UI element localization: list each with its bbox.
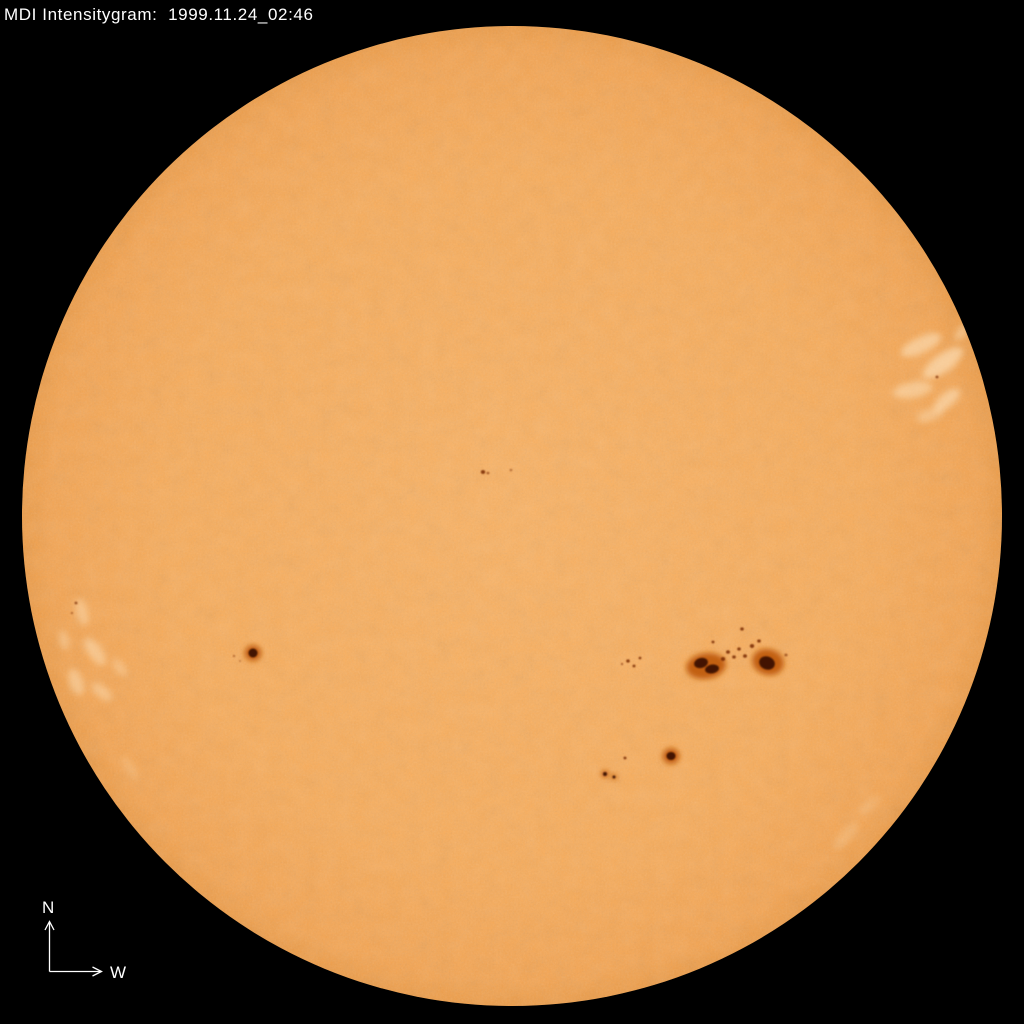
facula-patch [75, 598, 89, 626]
facula-patch [933, 388, 961, 412]
sunspot-core [705, 664, 719, 674]
facula-patch [922, 347, 964, 379]
sunspot-speck [711, 640, 715, 644]
sunspot-core [612, 775, 616, 779]
facula-patch [92, 683, 112, 701]
compass-north-label: N [42, 898, 54, 917]
sunspot-speck [509, 468, 513, 472]
sunspot-speck [232, 654, 236, 658]
facula-patch [893, 381, 933, 399]
facula-patch [121, 755, 139, 781]
sunspot-speck [626, 659, 630, 663]
facula-patch [900, 333, 942, 357]
sunspot-core [666, 752, 676, 760]
sunspot-speck [784, 653, 788, 657]
sunspot-speck [620, 662, 624, 666]
sunspot-speck [732, 655, 736, 659]
facula-patch [84, 638, 106, 666]
faculae-layer [58, 323, 970, 850]
image-title: MDI Intensitygram: 1999.11.24_02:46 [4, 5, 314, 24]
facula-patch [833, 822, 859, 850]
compass-west-arrowhead-icon [92, 966, 103, 977]
facula-patch [916, 407, 944, 423]
compass-west-label: W [110, 963, 126, 982]
sunspot-speck [720, 657, 726, 661]
facula-patch [67, 668, 85, 696]
sunspot-core [603, 772, 607, 776]
sunspot-speck [632, 664, 636, 668]
sunspot-speck [935, 375, 939, 379]
limb-artifact [993, 616, 999, 642]
sunspot-core [248, 648, 258, 658]
compass-indicator: N W [42, 898, 126, 982]
sunspot-speck [749, 644, 755, 648]
facula-patch [112, 659, 128, 677]
facula-patch [858, 795, 882, 815]
sunspot-speck [740, 627, 744, 631]
sunspot-penumbra [686, 652, 726, 680]
sunspot-speck [757, 639, 761, 643]
sunspot-speck [726, 650, 730, 654]
sunspot-core [759, 656, 775, 670]
sunspot-speck [480, 470, 486, 474]
facula-patch [58, 630, 70, 650]
sunspot-speck [623, 756, 627, 760]
sunspot-speck [74, 601, 78, 605]
sunspot-speck [638, 656, 642, 660]
sunspot-speck [743, 654, 747, 658]
compass-north-arrowhead-icon [44, 920, 55, 931]
sunspot-speck [70, 611, 74, 615]
sunspot-speck [239, 660, 241, 662]
sunspot-speck [737, 647, 741, 651]
sunspot-speck [486, 471, 490, 475]
sunspot-core [694, 657, 708, 669]
